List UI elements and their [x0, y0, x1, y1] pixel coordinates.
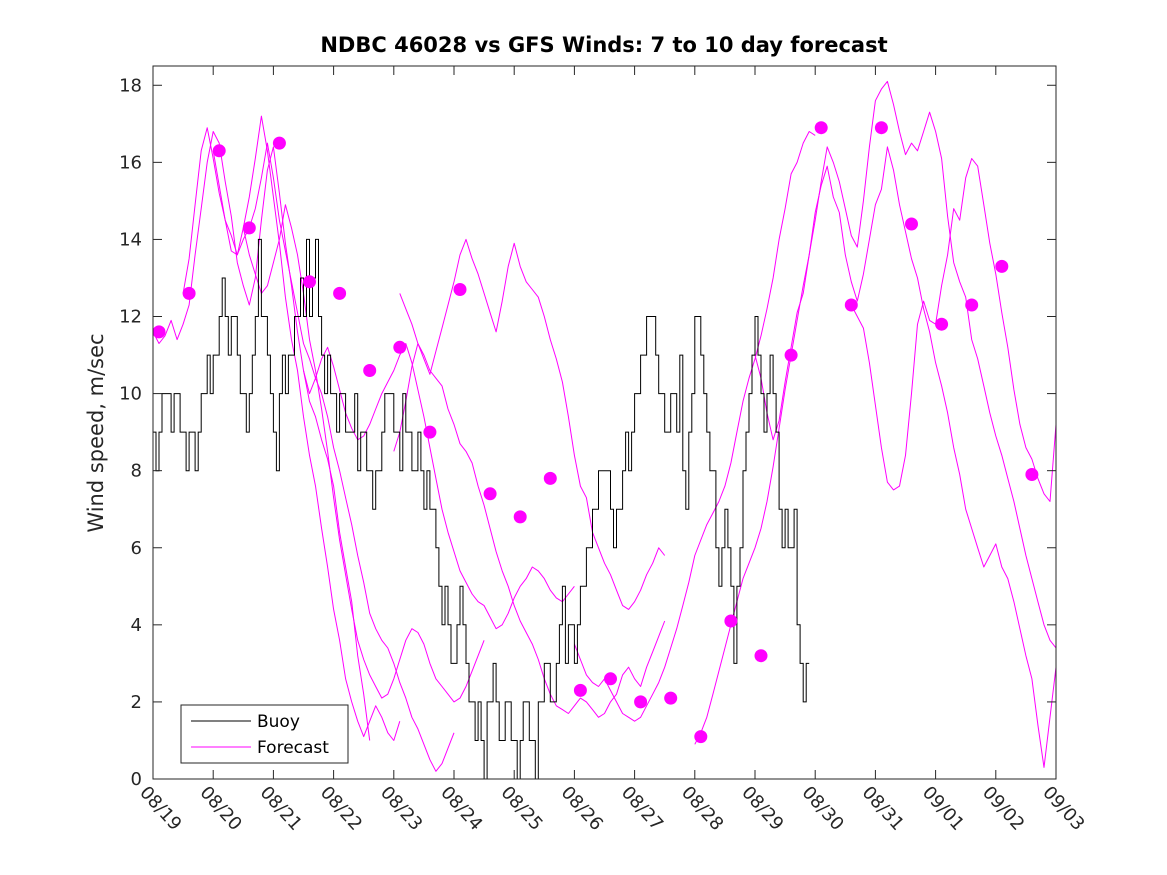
forecast-line-11	[850, 158, 1056, 502]
forecast-marker	[995, 259, 1009, 273]
forecast-marker	[182, 286, 196, 300]
y-axis-label: Wind speed, m/sec	[84, 333, 108, 532]
forecast-marker	[844, 298, 858, 312]
forecast-marker	[784, 348, 798, 362]
forecast-marker	[423, 425, 437, 439]
forecast-marker	[874, 121, 888, 135]
forecast-marker	[935, 317, 949, 331]
buoy-line	[153, 238, 810, 779]
forecast-line-7	[399, 238, 666, 610]
forecast-marker	[1025, 468, 1039, 481]
forecast-marker	[333, 286, 347, 300]
forecast-marker	[664, 691, 678, 705]
forecast-marker	[212, 144, 226, 158]
y-tick-label: 4	[131, 615, 142, 636]
forecast-marker	[393, 340, 407, 354]
chart-title: NDBC 46028 vs GFS Winds: 7 to 10 day for…	[320, 33, 887, 57]
forecast-line-2	[182, 115, 401, 741]
y-tick-label: 6	[131, 538, 142, 559]
forecast-line-5	[303, 343, 575, 630]
legend: Buoy Forecast	[180, 704, 349, 764]
forecast-marker	[814, 121, 828, 135]
forecast-marker	[543, 471, 557, 485]
series-group	[153, 80, 1056, 779]
forecast-marker	[272, 136, 286, 150]
forecast-marker	[965, 298, 979, 312]
y-tick-label: 10	[119, 384, 142, 405]
forecast-line-4	[242, 204, 485, 703]
y-tick-label: 0	[131, 769, 142, 790]
y-tick-label: 18	[119, 75, 142, 96]
forecast-line-1	[153, 131, 371, 741]
forecast-marker	[153, 325, 166, 339]
forecast-line-8	[573, 131, 816, 722]
forecast-marker	[754, 649, 768, 663]
axes-box	[152, 65, 1057, 780]
forecast-marker	[303, 275, 316, 289]
y-tick-label: 12	[119, 307, 142, 328]
forecast-marker	[724, 614, 738, 628]
forecast-marker	[604, 672, 617, 686]
forecast-line-10	[754, 146, 1056, 768]
forecast-marker	[242, 221, 256, 235]
forecast-line-3	[212, 142, 455, 772]
forecast-marker	[453, 283, 467, 296]
forecast-line-6	[393, 343, 666, 718]
forecast-marker	[483, 487, 497, 501]
forecast-line-9	[694, 80, 1056, 745]
legend-entry-forecast-label: Forecast	[257, 738, 329, 758]
plot-area	[153, 80, 1056, 779]
forecast-marker	[905, 217, 918, 231]
legend-entry-buoy-label: Buoy	[257, 712, 300, 732]
legend-box	[180, 704, 349, 764]
y-tick-label: 2	[131, 692, 142, 713]
y-tick-label: 8	[131, 461, 142, 482]
forecast-marker	[634, 695, 648, 709]
forecast-marker	[694, 730, 708, 744]
forecast-marker	[513, 510, 527, 524]
forecast-marker	[573, 683, 587, 697]
forecast-marker	[363, 364, 377, 377]
y-tick-label: 14	[119, 229, 142, 250]
y-tick-label: 16	[119, 152, 142, 173]
